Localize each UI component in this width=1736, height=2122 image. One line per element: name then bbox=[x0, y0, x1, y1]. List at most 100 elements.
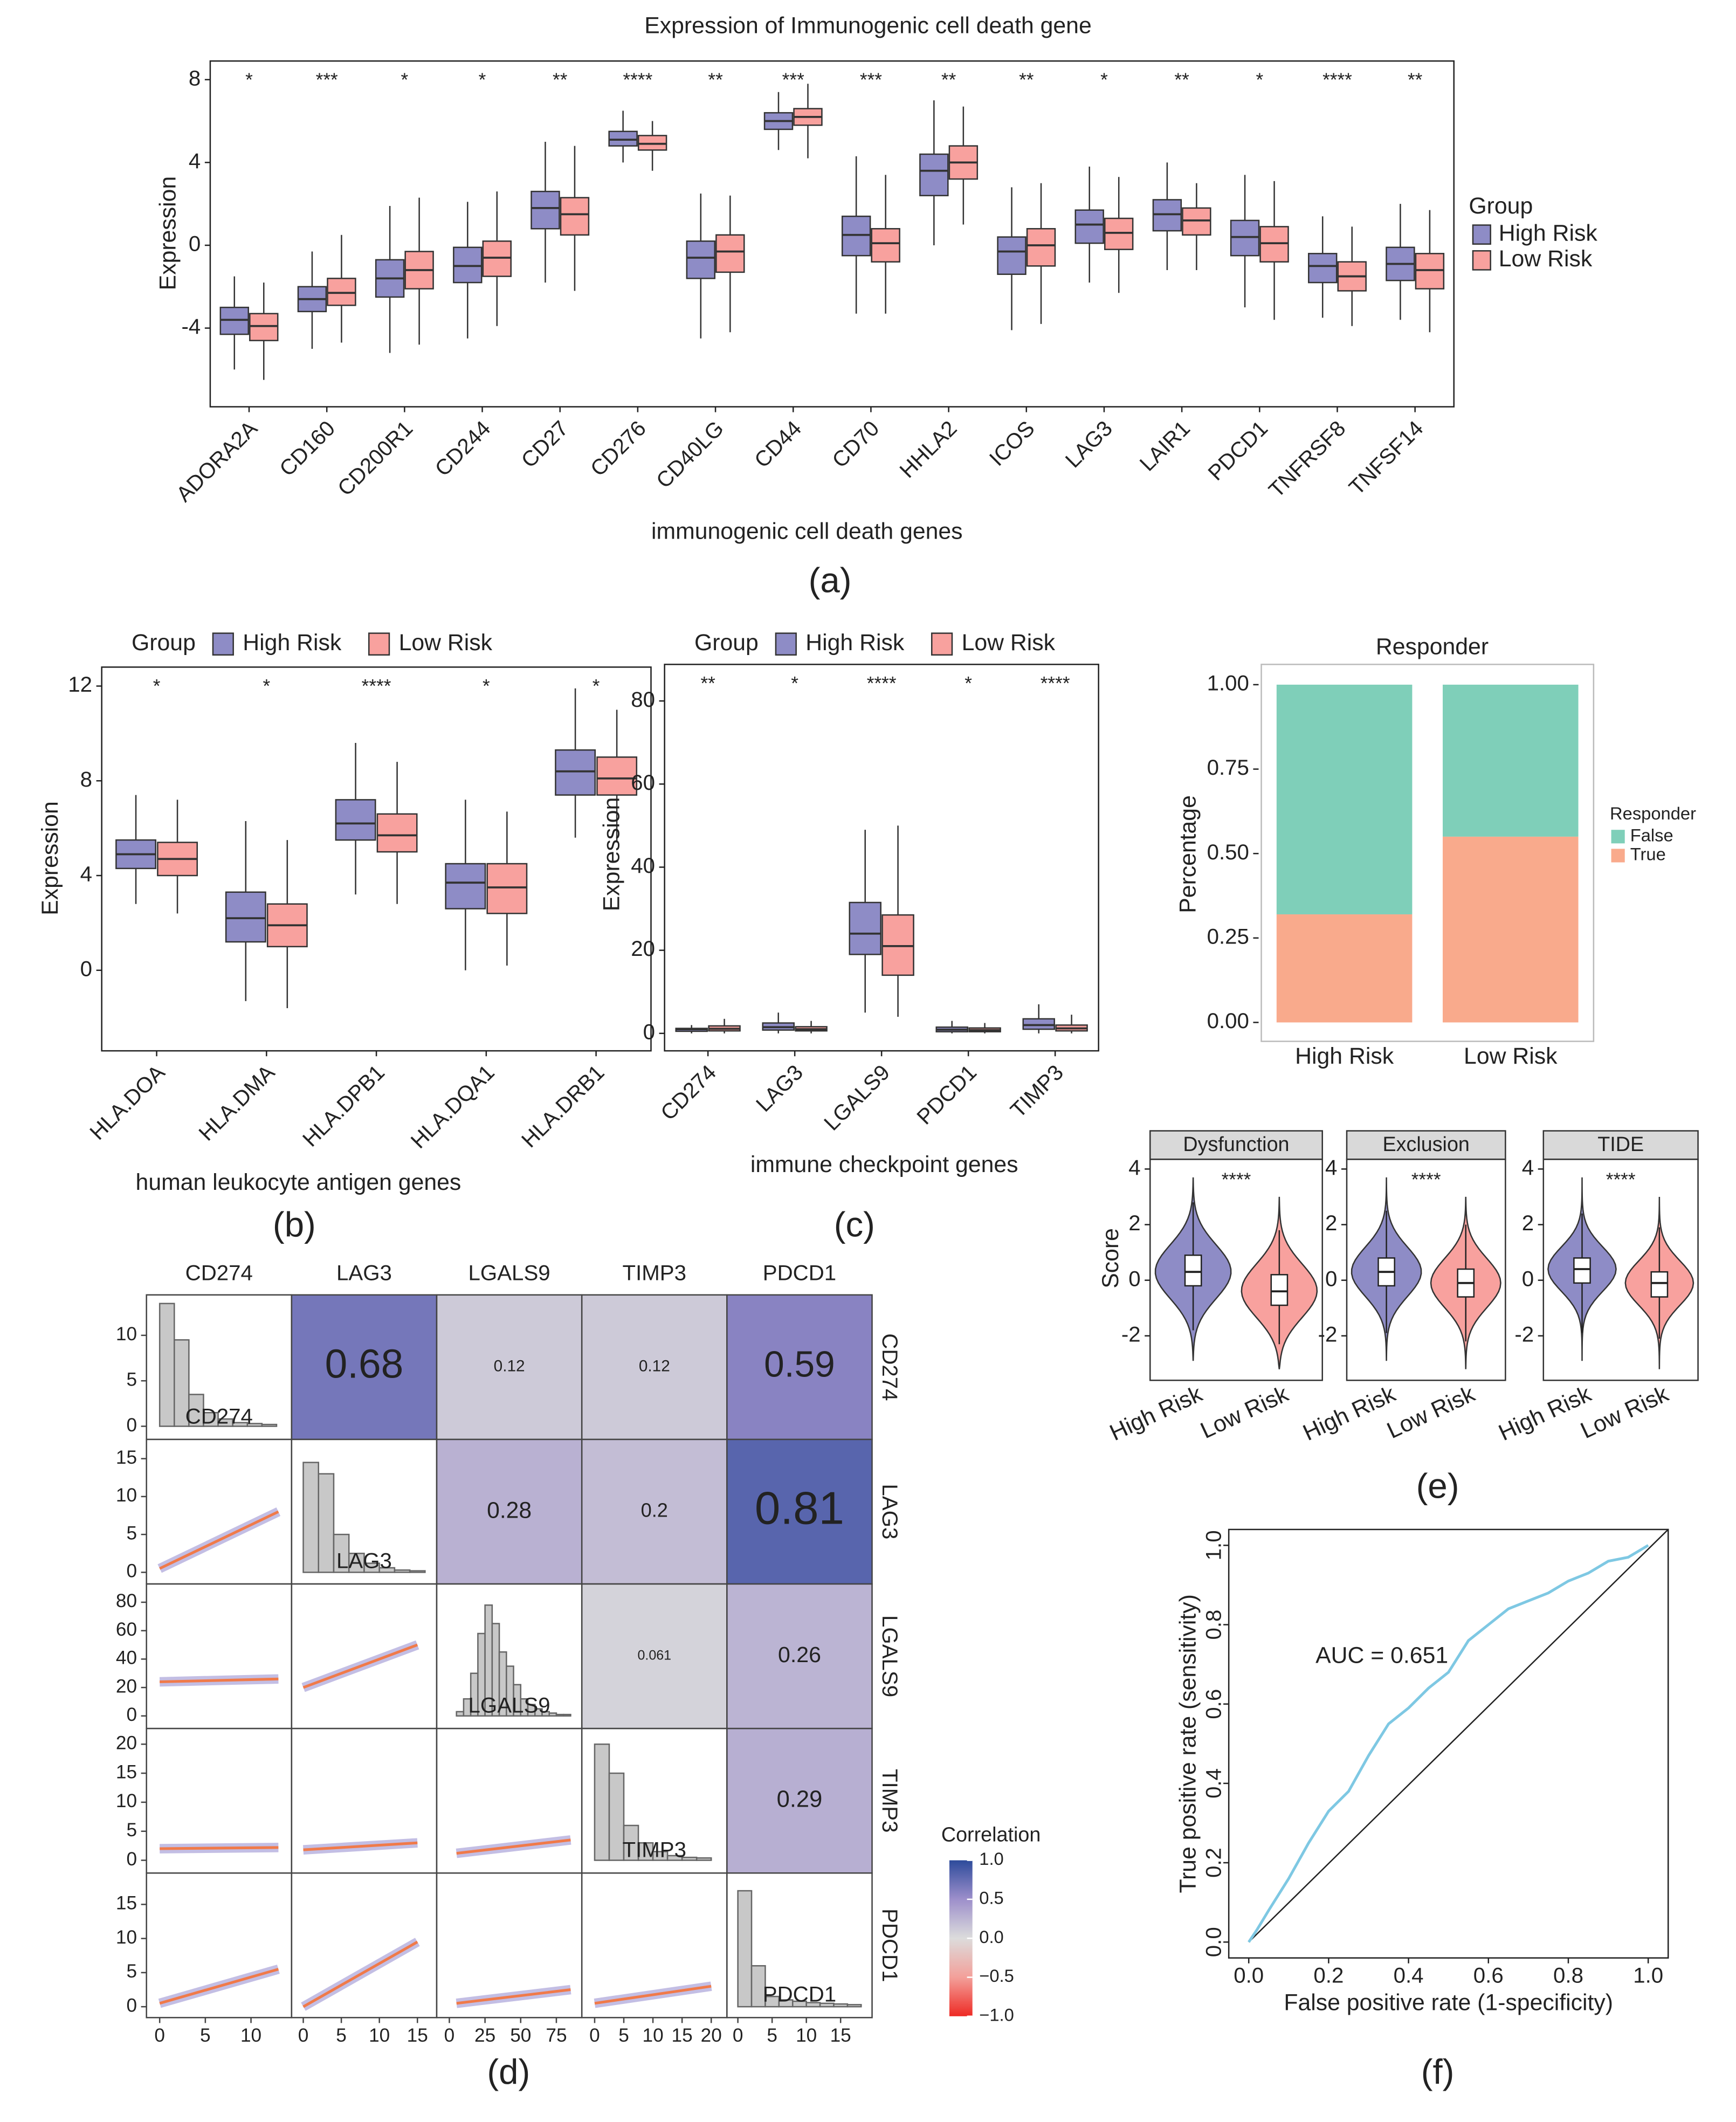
significance-label: **** bbox=[362, 676, 391, 697]
y-tick-label: 0.75 bbox=[1207, 755, 1249, 780]
fit-line bbox=[160, 1846, 279, 1850]
y-tick-label: 4 bbox=[189, 149, 201, 173]
significance-label: ** bbox=[1174, 70, 1189, 91]
x-tick-label: LAG3 bbox=[752, 1060, 808, 1117]
y-tick-label: 0 bbox=[126, 1561, 137, 1582]
y-tick-label: 5 bbox=[126, 1369, 137, 1390]
box bbox=[1104, 217, 1134, 250]
bar-segment bbox=[1276, 684, 1413, 914]
legend-label: Low Risk bbox=[1499, 246, 1593, 272]
box bbox=[1415, 253, 1445, 290]
x-tick-label: 25 bbox=[474, 2025, 495, 2046]
correlation-cell bbox=[726, 1294, 873, 1441]
y-label: Percentage bbox=[1175, 795, 1201, 913]
fit-line bbox=[160, 1677, 279, 1684]
significance-label: ** bbox=[553, 70, 568, 91]
box bbox=[715, 234, 745, 273]
x-tick-label: CD160 bbox=[275, 416, 340, 481]
histogram-bar bbox=[594, 1743, 610, 1861]
histogram-bar bbox=[456, 1711, 465, 1717]
x-tick-label: 0 bbox=[154, 2025, 165, 2046]
panel-label: (a) bbox=[809, 561, 852, 600]
legend-label: High Risk bbox=[1499, 220, 1598, 246]
legend-label: High Risk bbox=[243, 630, 342, 656]
x-tick-label: 20 bbox=[701, 2025, 722, 2046]
x-tick-label: 10 bbox=[642, 2025, 663, 2046]
fit-line bbox=[456, 1838, 571, 1855]
histogram-bar bbox=[637, 1842, 654, 1861]
y-tick-label: 0 bbox=[80, 956, 92, 981]
correlation-label: 0.12 bbox=[494, 1358, 525, 1375]
significance-label: * bbox=[1100, 70, 1108, 91]
row-header: TIMP3 bbox=[878, 1769, 902, 1832]
strip-label: Dysfunction bbox=[1183, 1133, 1289, 1155]
x-tick-label: 10 bbox=[240, 2025, 261, 2046]
box bbox=[1074, 209, 1104, 244]
box bbox=[881, 914, 914, 976]
y-tick-label: 5 bbox=[126, 1522, 137, 1544]
x-tick-label: TNFSF14 bbox=[1344, 416, 1428, 500]
histogram-bar bbox=[394, 1569, 411, 1573]
x-label: immunogenic cell death genes bbox=[651, 519, 963, 545]
x-label: immune checkpoint genes bbox=[750, 1152, 1018, 1177]
y-tick-label: 0.50 bbox=[1207, 840, 1249, 864]
y-tick-label: 60 bbox=[631, 770, 655, 795]
y-label: Expression bbox=[37, 801, 63, 915]
column-header: LGALS9 bbox=[469, 1261, 550, 1285]
legend-label: High Risk bbox=[805, 630, 905, 656]
y-tick-label: 0 bbox=[126, 1704, 137, 1725]
box bbox=[596, 756, 638, 796]
box bbox=[997, 236, 1027, 275]
y-tick-label: 10 bbox=[116, 1927, 137, 1948]
reference-diagonal bbox=[1248, 1529, 1669, 1943]
fit-line bbox=[456, 1988, 571, 2005]
x-tick-label: PDCD1 bbox=[912, 1060, 981, 1129]
diagonal-label: LGALS9 bbox=[469, 1693, 550, 1718]
y-tick-label: 5 bbox=[126, 1820, 137, 1841]
significance-label: ** bbox=[1408, 70, 1423, 91]
significance-label: ** bbox=[941, 70, 956, 91]
title: Expression of Immunogenic cell death gen… bbox=[644, 13, 1091, 39]
box bbox=[1152, 199, 1182, 232]
y-tick-label: 2 bbox=[1128, 1211, 1140, 1235]
x-tick-label: 0.8 bbox=[1553, 1963, 1583, 1988]
y-tick-label: 0.00 bbox=[1207, 1009, 1249, 1033]
x-tick-label: CD40LG bbox=[651, 416, 728, 493]
histogram-bar bbox=[846, 2004, 862, 2008]
x-tick-label: CD276 bbox=[585, 416, 650, 481]
x-tick-label: TIMP3 bbox=[1005, 1060, 1068, 1122]
box bbox=[486, 863, 528, 914]
legend-swatch bbox=[368, 632, 390, 656]
box bbox=[1270, 1274, 1289, 1306]
correlation-label: 0.2 bbox=[641, 1499, 668, 1521]
y-tick-label: 10 bbox=[116, 1790, 137, 1811]
correlation-label: 0.29 bbox=[777, 1787, 823, 1813]
box bbox=[841, 215, 871, 257]
correlation-label: 0.26 bbox=[778, 1642, 821, 1667]
x-tick-label: 0 bbox=[298, 2025, 309, 2046]
significance-label: * bbox=[791, 673, 798, 694]
legend-title: Group bbox=[132, 630, 196, 656]
x-tick-label: 15 bbox=[407, 2025, 428, 2046]
significance-label: **** bbox=[1322, 70, 1352, 91]
histogram-bar bbox=[750, 1965, 766, 2008]
histogram-bar bbox=[302, 1462, 320, 1573]
y-tick-label: 8 bbox=[189, 66, 201, 90]
legend-title: Group bbox=[1469, 193, 1533, 219]
fit-line bbox=[302, 1940, 418, 2008]
y-tick-label: 0 bbox=[1128, 1266, 1140, 1291]
diagonal-label: TIMP3 bbox=[623, 1838, 686, 1862]
cell-frame bbox=[146, 1872, 293, 2018]
x-tick-label: ADORA2A bbox=[171, 416, 262, 507]
x-tick-label: 15 bbox=[672, 2025, 693, 2046]
roc-curve bbox=[1248, 1544, 1649, 1943]
y-tick-label: 12 bbox=[68, 672, 92, 697]
x-tick-label: HLA.DQA1 bbox=[406, 1060, 499, 1153]
panel-label: (b) bbox=[273, 1204, 316, 1244]
cell-frame bbox=[146, 1583, 293, 1730]
colorbar-tick-label: −1.0 bbox=[979, 2004, 1014, 2024]
box bbox=[1230, 219, 1260, 257]
correlation-label: 0.59 bbox=[764, 1345, 835, 1385]
colorbar-title: Correlation bbox=[941, 1823, 1041, 1845]
